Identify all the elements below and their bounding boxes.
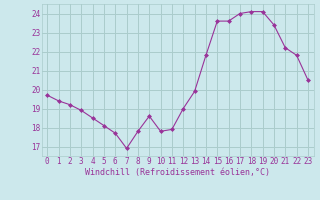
X-axis label: Windchill (Refroidissement éolien,°C): Windchill (Refroidissement éolien,°C): [85, 168, 270, 177]
